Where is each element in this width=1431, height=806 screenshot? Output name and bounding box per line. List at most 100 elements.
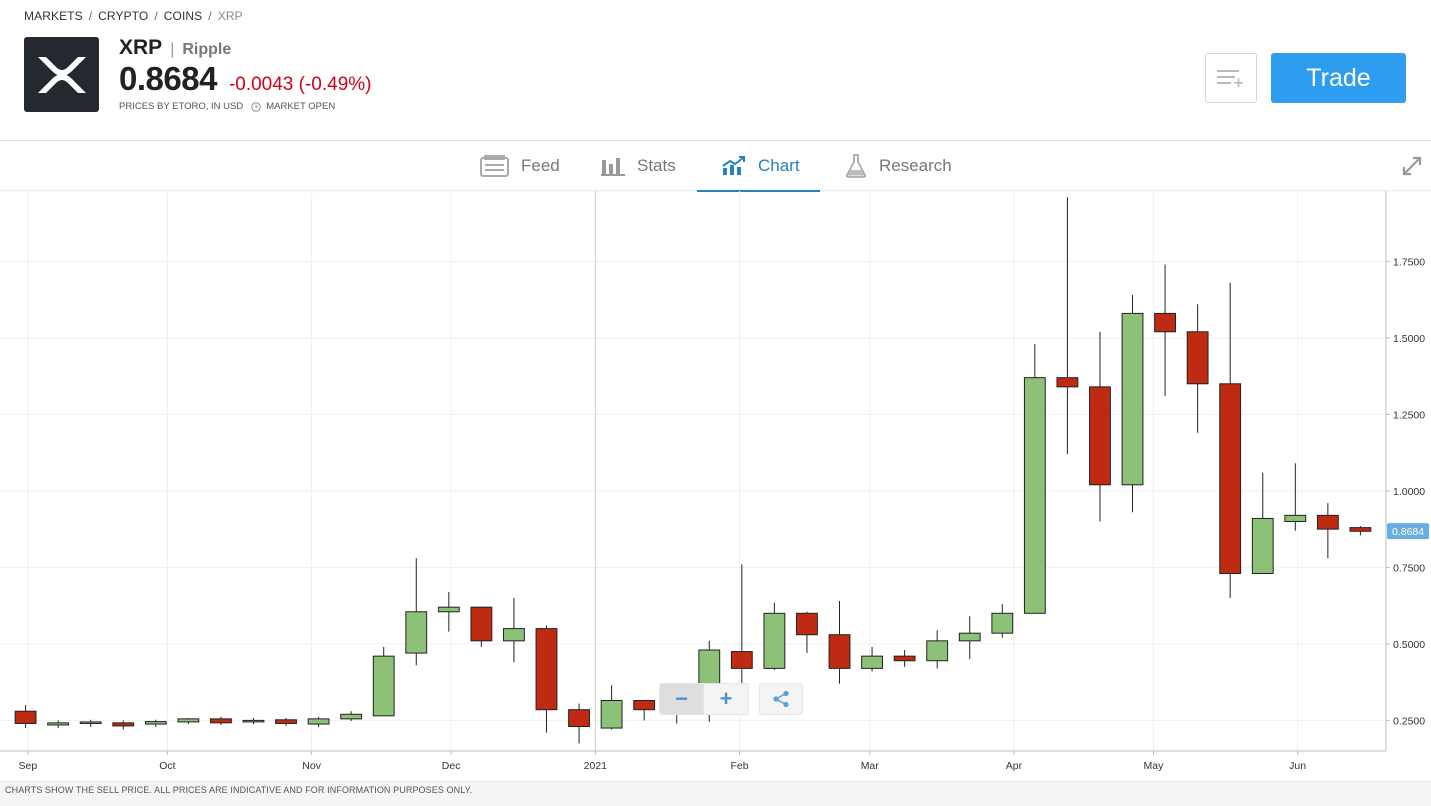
y-tick-label: 1.0000 xyxy=(1393,486,1425,498)
candle-up xyxy=(926,640,949,662)
candle-down xyxy=(1316,514,1339,530)
price-row: 0.8684 -0.0043 (-0.49%) xyxy=(119,60,372,98)
candle-down xyxy=(730,651,753,669)
header-divider xyxy=(0,140,1431,141)
x-tick-label: Oct xyxy=(159,760,175,772)
y-tick-label: 0.7500 xyxy=(1393,562,1425,574)
candle-down xyxy=(210,718,232,724)
share-button[interactable] xyxy=(759,683,803,715)
x-tick-label: Sep xyxy=(19,760,38,772)
feed-icon xyxy=(480,155,509,177)
candle-down xyxy=(1186,331,1209,385)
add-to-watchlist-icon xyxy=(1217,70,1243,88)
x-tick-label: Jun xyxy=(1289,760,1306,772)
y-tick-label: 1.5000 xyxy=(1393,333,1425,345)
title-separator: | xyxy=(170,41,175,58)
candle-up xyxy=(1251,517,1274,575)
price-change: -0.0043 (-0.49%) xyxy=(228,74,372,95)
tab-chart-label: Chart xyxy=(758,156,800,175)
candle-down xyxy=(893,655,916,662)
y-tick-label: 1.2500 xyxy=(1393,409,1425,421)
x-tick-label: 2021 xyxy=(584,760,608,772)
x-tick-label: Feb xyxy=(730,760,748,772)
chart-icon xyxy=(722,156,746,176)
candle-down xyxy=(470,606,493,642)
tab-feed-label: Feed xyxy=(521,156,560,175)
candle-up xyxy=(958,632,981,642)
breadcrumb-separator: / xyxy=(208,9,212,23)
y-tick-label: 0.2500 xyxy=(1393,715,1425,727)
last-price-label: 0.8684 xyxy=(1392,526,1424,538)
candle-up xyxy=(1284,514,1307,522)
y-tick-label: 1.7500 xyxy=(1393,256,1425,268)
breadcrumb-separator: / xyxy=(88,9,93,23)
expand-icon xyxy=(1402,156,1422,176)
price-meta: PRICES BY ETORO, IN USD MARKET OPEN xyxy=(119,101,335,112)
add-to-watchlist-button[interactable] xyxy=(1205,53,1257,103)
x-tick-label: May xyxy=(1144,760,1165,772)
x-tick-label: Dec xyxy=(442,760,461,772)
candle-up xyxy=(991,612,1014,634)
tab-feed[interactable]: Feed xyxy=(480,141,560,191)
candle-down xyxy=(1154,312,1176,333)
tab-chart[interactable]: Chart xyxy=(697,141,820,192)
breadcrumb-markets[interactable]: MARKETS xyxy=(24,9,83,23)
breadcrumb-coins[interactable]: COINS xyxy=(163,9,203,23)
x-tick-label: Nov xyxy=(302,760,321,772)
trade-button[interactable]: Trade xyxy=(1271,53,1406,103)
candle-up xyxy=(144,721,167,725)
candle-up xyxy=(763,612,786,669)
tab-research[interactable]: Research xyxy=(845,141,952,191)
candle-down xyxy=(1089,386,1111,486)
breadcrumb: MARKETS / CRYPTO / COINS / XRP xyxy=(24,9,243,23)
candle-up xyxy=(372,655,395,717)
tab-stats-label: Stats xyxy=(637,156,676,175)
market-status: MARKET OPEN xyxy=(266,101,336,112)
instrument-symbol: XRP xyxy=(119,36,163,59)
instrument-tabs: Feed Stats Chart Research xyxy=(0,141,1431,192)
candle-up xyxy=(1023,377,1046,614)
candle-up xyxy=(503,628,525,642)
zoom-controls: − + xyxy=(659,683,749,715)
candle-up xyxy=(79,721,102,724)
candle-down xyxy=(796,612,818,636)
zoom-in-button[interactable]: + xyxy=(704,683,749,715)
fullscreen-button[interactable] xyxy=(1400,154,1424,178)
candle-up xyxy=(437,606,460,613)
candle-down xyxy=(1219,383,1242,575)
stats-icon xyxy=(601,156,625,176)
candle-up xyxy=(861,655,883,669)
breadcrumb-current: XRP xyxy=(217,9,243,23)
breadcrumb-separator: / xyxy=(154,9,158,23)
research-flask-icon xyxy=(845,154,867,178)
prices-note: PRICES BY ETORO, IN USD xyxy=(119,101,244,112)
xrp-logo xyxy=(24,37,99,112)
breadcrumb-crypto[interactable]: CRYPTO xyxy=(98,9,149,23)
candle-down xyxy=(568,709,590,728)
clock-icon xyxy=(251,101,261,112)
x-tick-label: Apr xyxy=(1006,760,1023,772)
disclaimer-footer: CHARTS SHOW THE SELL PRICE. ALL PRICES A… xyxy=(0,781,1431,806)
candle-down xyxy=(535,628,558,711)
zoom-out-button[interactable]: − xyxy=(659,683,704,715)
share-icon xyxy=(773,690,789,708)
candle-down xyxy=(275,719,297,724)
instrument-name: Ripple xyxy=(182,41,232,58)
candle-down xyxy=(828,634,851,669)
instrument-title: XRP | Ripple xyxy=(119,36,231,60)
candle-up xyxy=(1121,312,1144,486)
tab-stats[interactable]: Stats xyxy=(601,141,676,191)
candle-up xyxy=(177,718,200,723)
last-price-marker xyxy=(1387,523,1429,540)
candle-down xyxy=(112,722,135,727)
candle-up xyxy=(47,722,70,726)
candle-down xyxy=(14,710,37,724)
xrp-logo-icon xyxy=(37,56,86,93)
candle-up xyxy=(340,713,363,720)
y-tick-label: 0.5000 xyxy=(1393,639,1425,651)
candle-up xyxy=(600,700,623,729)
x-tick-label: Mar xyxy=(861,760,880,772)
candle-down xyxy=(1349,527,1372,532)
candle-up xyxy=(405,611,428,654)
price-chart[interactable]: 0.2500 0.5000 0.7500 1.0000 1.2500 1.5000 1.75… xyxy=(0,191,1431,781)
